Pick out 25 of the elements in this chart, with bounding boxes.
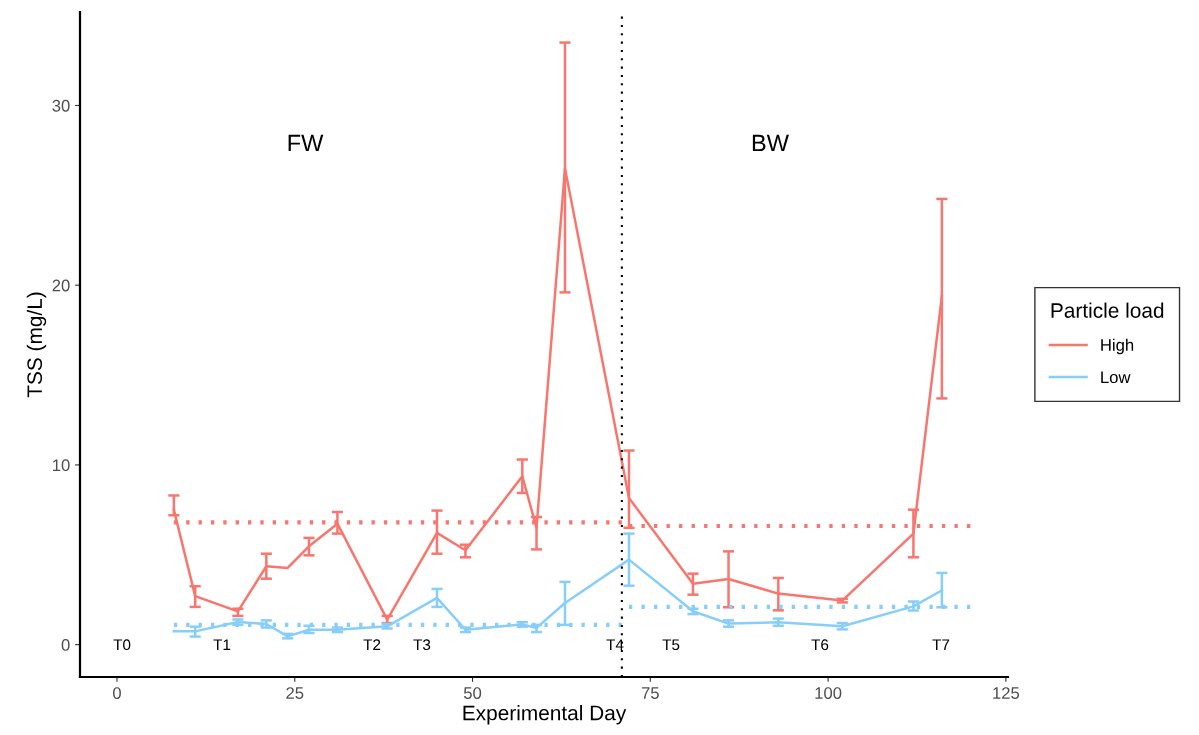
x-axis-title: Experimental Day <box>463 705 627 725</box>
y-tick-label: 10 <box>53 459 70 472</box>
legend-title: Particle load <box>1051 302 1164 318</box>
legend-label: High <box>1101 338 1134 355</box>
x-tick-label: 125 <box>993 687 1020 699</box>
annotation: T0 <box>113 639 131 651</box>
x-tick-label: 0 <box>112 687 121 699</box>
annotation: T1 <box>213 639 231 650</box>
y-tick-label: 20 <box>52 279 70 292</box>
annotation: BW <box>752 134 789 152</box>
y-tick-label: 0 <box>61 639 70 651</box>
legend-label: Low <box>1101 371 1131 384</box>
y-tick-label: 30 <box>52 99 70 112</box>
annotation: T3 <box>413 639 431 651</box>
annotation: T2 <box>363 639 381 650</box>
annotation: FW <box>288 134 324 152</box>
x-tick-label: 75 <box>641 687 659 699</box>
x-tick-label: 100 <box>815 687 842 699</box>
annotation: T4 <box>606 639 624 650</box>
annotation: T6 <box>811 639 829 651</box>
y-axis-title: TSS (mg/L) <box>26 292 47 398</box>
annotation: T7 <box>932 639 950 650</box>
x-tick-label: 50 <box>463 687 482 699</box>
x-tick-label: 25 <box>286 687 304 699</box>
annotation: T5 <box>662 639 680 651</box>
